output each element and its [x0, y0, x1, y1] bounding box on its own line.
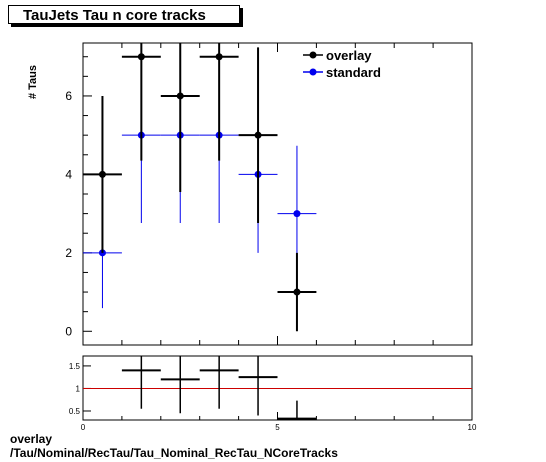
- legend-marker: [309, 51, 317, 59]
- footer-path: /Tau/Nominal/RecTau/Tau_Nominal_RecTau_N…: [10, 446, 338, 460]
- y-tick-label: 0: [65, 324, 72, 338]
- overlay-point: [137, 53, 145, 61]
- standard-point: [293, 210, 301, 218]
- overlay-point: [176, 92, 184, 100]
- legend-label: standard: [326, 65, 381, 80]
- ratio-y-tick-label: 1.5: [69, 362, 81, 371]
- y-tick-label: 6: [65, 89, 72, 103]
- ratio-x-tick-label: 10: [468, 423, 477, 432]
- y-axis-label: # Taus: [27, 65, 39, 99]
- y-tick-label: 2: [65, 246, 72, 260]
- overlay-point: [98, 170, 106, 178]
- y-tick-label: 4: [65, 167, 72, 181]
- ratio-x-tick-label: 0: [81, 423, 86, 432]
- legend-label: overlay: [326, 48, 372, 63]
- legend-marker: [309, 68, 317, 76]
- overlay-point: [293, 288, 301, 296]
- overlay-point: [254, 131, 262, 139]
- overlay-point: [215, 53, 223, 61]
- ratio-y-tick-label: 1: [76, 384, 81, 393]
- footer-label: overlay: [10, 432, 53, 446]
- ratio-y-tick-label: 0.5: [69, 407, 81, 416]
- plot-title: TauJets Tau n core tracks: [8, 5, 240, 24]
- ratio-x-tick-label: 5: [275, 423, 280, 432]
- standard-point: [98, 249, 106, 257]
